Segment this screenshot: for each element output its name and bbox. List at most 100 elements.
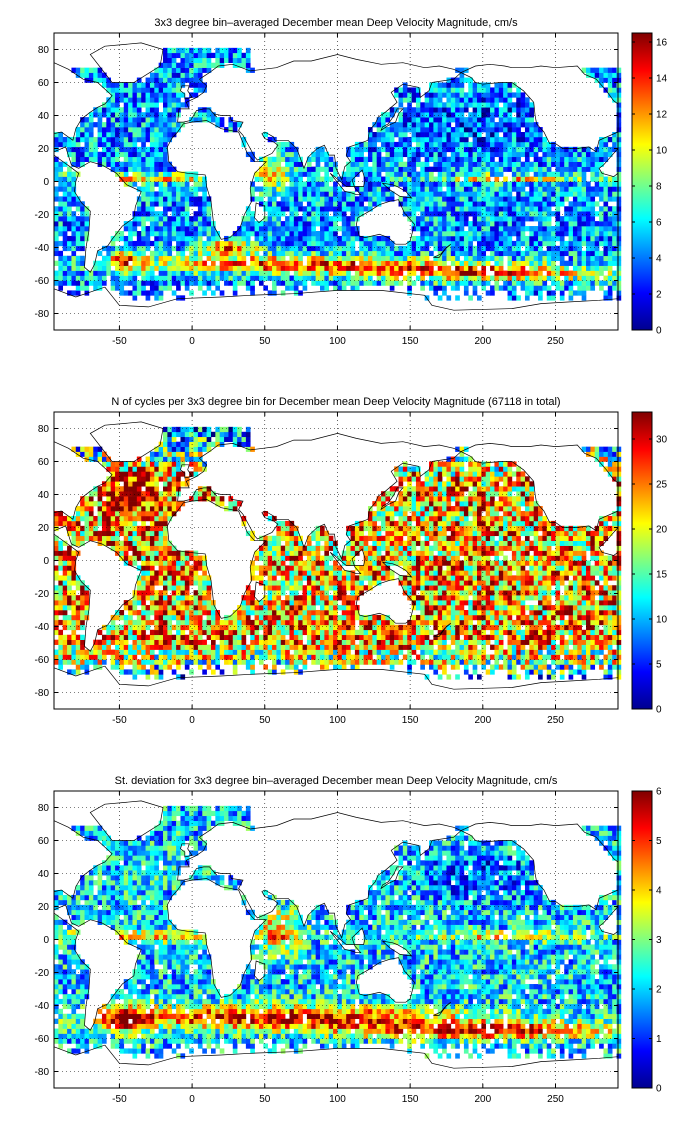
heatmap-cell [415, 226, 421, 232]
heatmap-cell [171, 102, 177, 108]
heatmap-cell [385, 240, 391, 247]
heatmap-cell [263, 191, 268, 197]
heatmap-cell [494, 161, 500, 167]
heatmap-cell [62, 644, 68, 650]
heatmap-cell [577, 216, 582, 222]
heatmap-cell [141, 112, 146, 118]
heatmap-cell [128, 265, 133, 271]
heatmap-cell [101, 491, 107, 497]
heatmap-cell [141, 141, 146, 148]
heatmap-cell [149, 451, 155, 457]
heatmap-cell [245, 265, 251, 271]
heatmap-cell [145, 107, 151, 113]
heatmap-cell [106, 496, 111, 502]
heatmap-cell [306, 201, 312, 207]
heatmap-cell [538, 146, 543, 153]
heatmap-cell [163, 590, 168, 596]
heatmap-cell [529, 181, 534, 187]
heatmap-cell [442, 146, 447, 153]
heatmap-cell [411, 92, 417, 98]
heatmap-cell [302, 275, 308, 281]
heatmap-cell [67, 560, 72, 566]
heatmap-cell [167, 545, 173, 551]
heatmap-cell [341, 191, 347, 197]
heatmap-cell [468, 161, 473, 167]
heatmap-cell [106, 156, 111, 162]
heatmap-cell [141, 171, 146, 177]
heatmap-cell [189, 57, 194, 63]
heatmap-cell [603, 260, 609, 266]
heatmap-cell [367, 280, 373, 286]
heatmap-cell [289, 250, 295, 257]
heatmap-cell [136, 176, 142, 182]
heatmap-cell [202, 191, 207, 197]
heatmap-cell [477, 97, 482, 103]
heatmap-cell [420, 166, 425, 172]
heatmap-cell [420, 221, 425, 227]
heatmap-cell [477, 82, 482, 88]
heatmap-cell [58, 634, 64, 640]
heatmap-cell [67, 644, 72, 650]
heatmap-cell [472, 82, 478, 88]
heatmap-cell [516, 132, 521, 138]
heatmap-cell [477, 87, 482, 93]
heatmap-cell [420, 280, 425, 286]
heatmap-cell [481, 270, 487, 276]
heatmap-cell [533, 250, 539, 257]
heatmap-cell [210, 275, 216, 281]
heatmap-cell [75, 206, 81, 212]
heatmap-cell [437, 132, 443, 138]
heatmap-cell [507, 290, 513, 296]
heatmap-cell [167, 112, 173, 118]
heatmap-cell [446, 265, 452, 271]
heatmap-cell [141, 136, 146, 143]
heatmap-cell [546, 231, 552, 237]
heatmap-cell [450, 156, 456, 162]
heatmap-cell [459, 92, 465, 98]
heatmap-cell [75, 585, 81, 591]
heatmap-cell [80, 146, 85, 153]
heatmap-cell [490, 245, 495, 252]
heatmap-cell [468, 112, 473, 118]
heatmap-cell [136, 171, 142, 177]
heatmap-cell [232, 122, 238, 128]
heatmap-cell [616, 290, 622, 296]
heatmap-cell [437, 112, 443, 118]
heatmap-cell [559, 245, 565, 252]
heatmap-cell [171, 211, 177, 217]
heatmap-cell [58, 575, 64, 581]
heatmap-cell [219, 117, 225, 123]
heatmap-cell [54, 624, 59, 631]
heatmap-cell [472, 216, 478, 222]
heatmap-cell [477, 127, 482, 133]
heatmap-cell [429, 191, 434, 197]
heatmap-cell [285, 250, 290, 257]
heatmap-cell [254, 255, 260, 261]
heatmap-cell [245, 280, 251, 286]
heatmap-cell [136, 211, 142, 217]
heatmap-cell [516, 186, 521, 192]
heatmap-cell [219, 270, 225, 276]
heatmap-cell [67, 166, 72, 172]
heatmap-cell [485, 290, 491, 296]
heatmap-cell [276, 255, 282, 261]
heatmap-cell [276, 245, 282, 252]
heatmap-cell [136, 614, 142, 621]
heatmap-cell [446, 156, 452, 162]
heatmap-cell [289, 146, 295, 153]
heatmap-cell [603, 176, 609, 182]
heatmap-cell [163, 221, 168, 227]
heatmap-cell [590, 280, 596, 286]
heatmap-cell [123, 141, 129, 148]
heatmap-cell [559, 250, 565, 257]
heatmap-cell [494, 221, 500, 227]
heatmap-cell [376, 122, 382, 128]
heatmap-cell [612, 176, 617, 182]
heatmap-cell [267, 250, 273, 257]
heatmap-cell [75, 664, 81, 670]
heatmap-cell [289, 265, 295, 271]
heatmap-cell [442, 171, 447, 177]
heatmap-cell [577, 181, 582, 187]
heatmap-cell [433, 151, 439, 158]
heatmap-cell [154, 506, 159, 512]
